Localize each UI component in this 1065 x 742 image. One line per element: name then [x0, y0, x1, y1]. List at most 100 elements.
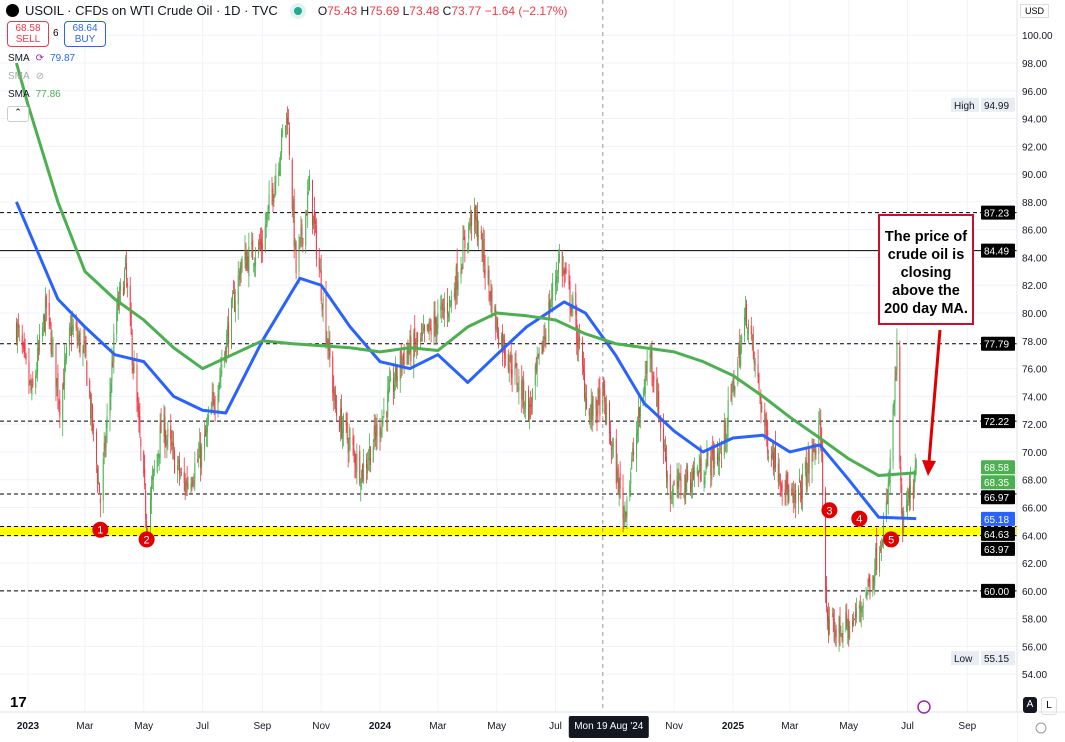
sell-button[interactable]: 68.58 SELL	[7, 21, 49, 47]
candle-body	[62, 384, 64, 423]
candle-body	[259, 240, 261, 244]
indicator-sma-2[interactable]: SMA ⊘	[8, 71, 44, 82]
candle-body	[361, 469, 363, 484]
candle-body	[329, 344, 331, 358]
candle-body	[426, 324, 428, 330]
sma-200-line	[14, 62, 917, 478]
candle-body	[558, 254, 560, 261]
collapse-legend-button[interactable]: ⌃	[7, 106, 29, 122]
candle-body	[55, 343, 57, 388]
candle-body	[599, 388, 601, 416]
price-label: 64.63	[984, 530, 1009, 541]
candle-body	[234, 300, 236, 312]
candle-body	[619, 472, 621, 489]
candle-body	[247, 255, 249, 272]
candle-body	[457, 280, 459, 290]
candle-body	[153, 468, 155, 471]
swing-low-marker: 4	[851, 510, 868, 527]
candle-body	[639, 406, 641, 417]
settings-gear-icon	[1035, 722, 1047, 734]
candle-body	[159, 425, 161, 459]
candle-body	[311, 180, 313, 226]
candle-body	[309, 175, 311, 191]
indicator-sma-3[interactable]: SMA 77.86	[8, 89, 61, 100]
candle-body	[307, 191, 309, 215]
candle-body	[366, 459, 368, 469]
candle-body	[402, 354, 404, 356]
symbol-title[interactable]: USOIL · CFDs on WTI Crude Oil · 1D · TVC	[25, 3, 278, 18]
candle-body	[355, 467, 357, 469]
candle-body	[760, 397, 762, 412]
buy-button[interactable]: 68.64 BUY	[64, 21, 106, 47]
time-tick-label: Nov	[665, 721, 683, 732]
candle-body	[321, 303, 323, 311]
candle-body	[525, 391, 527, 408]
candle-body	[18, 330, 20, 332]
candle-body	[271, 190, 273, 192]
candle-body	[176, 465, 178, 470]
candle-body	[730, 394, 732, 400]
candle-body	[624, 508, 626, 516]
candle-body	[880, 547, 882, 550]
candle-body	[585, 397, 587, 410]
time-tick-label: Sep	[253, 721, 271, 732]
auto-scale-button[interactable]: A	[1023, 697, 1037, 713]
candle-body	[880, 549, 882, 551]
candle-body	[772, 449, 774, 458]
candle-body	[710, 457, 712, 476]
candle-body	[335, 394, 337, 410]
candle-body	[427, 323, 429, 332]
candle-body	[447, 313, 449, 317]
candle-body	[882, 520, 884, 540]
candle-body	[374, 425, 376, 435]
candle-body	[528, 400, 530, 419]
candle-body	[578, 335, 580, 352]
price-label: 87.23	[984, 209, 1009, 220]
candle-body	[808, 448, 810, 474]
log-scale-button[interactable]: L	[1041, 697, 1057, 715]
candle-body	[430, 328, 432, 335]
candle-body	[649, 354, 651, 358]
candle-body	[48, 303, 50, 316]
candle-body	[507, 354, 509, 370]
candle-body	[124, 257, 126, 268]
candle-body	[346, 422, 348, 440]
candle-body	[471, 214, 473, 226]
candle-body	[545, 337, 547, 340]
candle-body	[751, 336, 753, 338]
candle-body	[440, 305, 442, 310]
currency-select[interactable]: USD	[1020, 4, 1050, 18]
candle-body	[788, 489, 790, 501]
price-tick-label: 98.00	[1022, 59, 1047, 70]
candle-body	[705, 462, 707, 474]
candle-body	[719, 448, 721, 450]
candle-body	[650, 347, 652, 359]
candle-body	[469, 224, 471, 226]
candle-body	[487, 271, 489, 279]
candle-body	[804, 461, 806, 469]
candle-body	[723, 422, 725, 456]
candle-body	[146, 521, 148, 533]
candle-body	[232, 291, 234, 294]
candle-body	[514, 363, 516, 376]
candle-body	[584, 392, 586, 403]
candle-body	[299, 236, 301, 245]
eye-hidden-icon[interactable]: ⊘	[35, 71, 45, 82]
indicator-sma-1[interactable]: SMA ⟳ 79.87	[8, 53, 75, 64]
price-label: 68.58	[984, 463, 1009, 474]
candle-body	[163, 414, 165, 437]
price-label: 94.99	[984, 101, 1009, 112]
candle-body	[571, 307, 573, 310]
candle-body	[463, 236, 465, 240]
price-tick-label: 90.00	[1022, 170, 1047, 181]
candle-body	[228, 322, 230, 344]
candle-body	[295, 242, 297, 273]
candle-body	[717, 453, 719, 465]
candle-body	[160, 420, 162, 434]
candle-body	[524, 406, 526, 410]
candle-body	[51, 340, 53, 354]
candle-body	[630, 472, 632, 485]
marker-label: 1	[97, 525, 103, 537]
candle-body	[77, 338, 79, 341]
